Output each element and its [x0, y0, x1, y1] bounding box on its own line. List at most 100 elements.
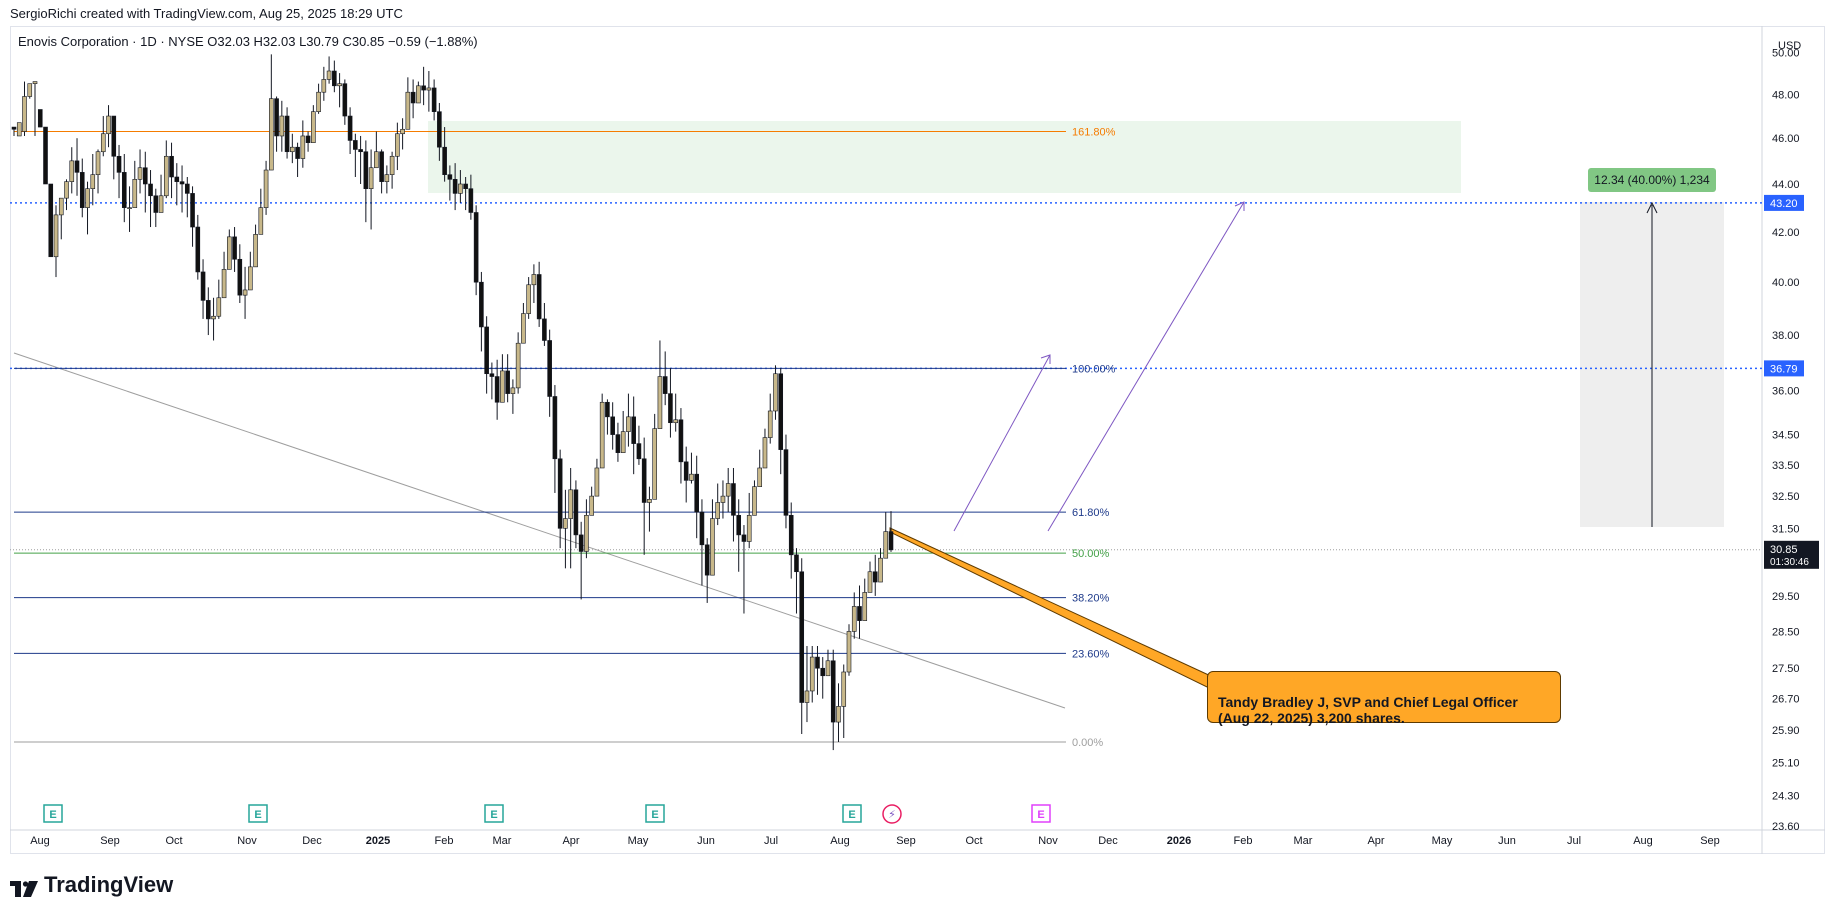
- candle-body: [510, 387, 516, 394]
- price-tick-label: 31.50: [1772, 523, 1800, 535]
- candle-body: [206, 300, 211, 320]
- candle-body: [820, 667, 826, 677]
- earnings-icon[interactable]: [645, 804, 665, 823]
- candle-body: [825, 660, 831, 677]
- candle-body: [100, 133, 106, 153]
- time-tick-label: Oct: [165, 835, 182, 847]
- tradingview-logo-icon: [10, 877, 38, 897]
- candle-body: [242, 289, 248, 296]
- earnings-icon[interactable]: [484, 804, 504, 823]
- projection-arrow-short-head: [1040, 354, 1051, 364]
- candle-body: [683, 461, 689, 481]
- candle-body: [615, 434, 621, 453]
- candle-body: [190, 193, 195, 228]
- candle-body: [27, 83, 33, 97]
- candle-body: [552, 396, 558, 460]
- candle-body: [74, 160, 80, 173]
- dividend-split-glyph: ⚡: [888, 809, 896, 821]
- last-price-badge: [1764, 540, 1819, 569]
- candle-body: [521, 313, 526, 344]
- earnings-icon[interactable]: [842, 804, 862, 823]
- candle-body: [773, 373, 778, 412]
- projection-arrow-long[interactable]: [1047, 201, 1245, 532]
- price-tick-label: 50.00: [1772, 47, 1800, 59]
- candle-body: [841, 671, 847, 707]
- time-tick-label: 2026: [1167, 835, 1191, 847]
- candle-body: [804, 690, 810, 703]
- time-axis[interactable]: Aug Sep Oct Nov Dec 2025 Feb Mar Apr May Jun Jul Aug…: [30, 835, 1720, 847]
- candle-body: [573, 489, 579, 536]
- candle-body: [342, 83, 348, 117]
- candle-body: [489, 373, 495, 377]
- candle-body: [169, 155, 174, 178]
- earnings-icon[interactable]: [248, 804, 268, 823]
- price-tick-label: 38.00: [1772, 330, 1800, 342]
- price-tick-label: 25.10: [1772, 757, 1800, 769]
- candle-body: [809, 656, 815, 692]
- dividend-split-icon[interactable]: [882, 804, 902, 824]
- candle-body: [153, 195, 159, 213]
- candle-body: [200, 271, 206, 301]
- candle-body: [295, 146, 300, 159]
- time-tick-label: Nov: [237, 835, 257, 847]
- target-zone[interactable]: [428, 121, 1461, 193]
- candle-body: [505, 370, 510, 394]
- candle-body: [311, 111, 316, 143]
- candle-body: [421, 85, 426, 91]
- candle-body: [610, 416, 615, 435]
- time-tick-label: Aug: [1633, 835, 1653, 847]
- earnings-icon[interactable]: [43, 804, 63, 823]
- candle-body: [473, 212, 479, 283]
- candle-body: [673, 419, 678, 424]
- candle-body: [515, 342, 521, 389]
- earnings-glyph: E: [49, 809, 56, 821]
- candle-body: [64, 181, 69, 199]
- time-tick-label: Jul: [764, 835, 778, 847]
- earnings-icon[interactable]: [1031, 804, 1051, 823]
- candle-body: [662, 376, 668, 394]
- candle-body: [53, 214, 59, 258]
- candle-body: [536, 274, 542, 320]
- candle-body: [710, 518, 715, 576]
- candle-body: [888, 531, 894, 551]
- price-tick-label: 24.30: [1772, 791, 1800, 803]
- candle-body: [599, 401, 605, 469]
- time-tick-label: Aug: [830, 835, 850, 847]
- candle-body: [878, 557, 883, 583]
- candle-body: [694, 473, 699, 513]
- candle-body: [872, 571, 878, 583]
- candle-body: [305, 135, 311, 143]
- candle-body: [883, 531, 889, 559]
- candle-body: [437, 111, 442, 148]
- candle-body: [641, 458, 647, 503]
- last-price-value: 30.85: [1770, 544, 1798, 556]
- insider-trade-callout[interactable]: Tandy Bradley J, SVP and Chief Legal Off…: [1207, 671, 1561, 726]
- projection-arrow-short[interactable]: [953, 354, 1051, 532]
- candle-body: [221, 269, 227, 299]
- candle-body: [368, 167, 374, 189]
- price-level-badge: [1764, 360, 1804, 377]
- candle-body: [337, 83, 342, 87]
- price-axis[interactable]: 23.60 24.30 25.10 25.90 26.70 27.50 28.50 29.50…: [1772, 47, 1800, 833]
- time-tick-label: Jun: [697, 835, 715, 847]
- candle-body: [725, 483, 731, 497]
- candle-body: [232, 236, 237, 260]
- price-tick-label: 34.50: [1772, 430, 1800, 442]
- candle-body: [353, 140, 358, 150]
- time-tick-label: Aug: [30, 835, 50, 847]
- candle-body: [16, 122, 22, 137]
- candle-body: [479, 281, 484, 328]
- time-tick-label: Nov: [1038, 835, 1058, 847]
- time-tick-label: Jun: [1498, 835, 1516, 847]
- candle-body: [568, 489, 573, 519]
- candle-body: [494, 376, 500, 403]
- candle-body: [526, 284, 531, 314]
- earnings-glyph: E: [254, 809, 261, 821]
- candle-body: [142, 167, 148, 185]
- trendline[interactable]: [13, 352, 1066, 709]
- price-tick-label: 46.00: [1772, 133, 1800, 145]
- candle-body: [851, 606, 857, 632]
- time-tick-label: Jul: [1567, 835, 1581, 847]
- candle-body: [830, 660, 836, 723]
